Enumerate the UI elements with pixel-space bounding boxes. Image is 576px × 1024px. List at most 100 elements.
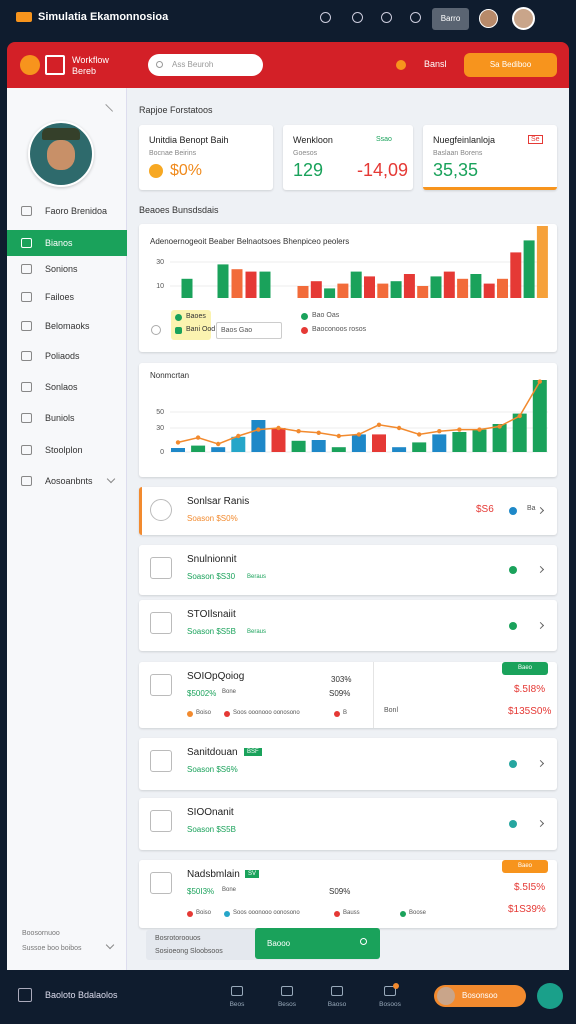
list-sub: $50I3%	[187, 887, 215, 896]
card	[139, 600, 557, 651]
menu-icon	[21, 445, 32, 455]
menu-item[interactable]: Failoes	[45, 292, 75, 302]
list-title[interactable]: Snulnionnit	[187, 554, 237, 565]
legend-label: B	[343, 710, 348, 716]
search-icon	[156, 61, 163, 68]
profile-hat	[42, 128, 80, 140]
fab[interactable]	[537, 983, 563, 1009]
list-pct: 303%	[331, 675, 352, 684]
card-subtitle: Baslaan Borens	[433, 150, 483, 157]
legend-swatch	[187, 711, 193, 717]
nav-icon[interactable]	[331, 986, 343, 996]
list-sub: Soason $S5B	[187, 825, 236, 834]
list-note: Bone	[222, 887, 237, 893]
header-link[interactable]: Bansl	[424, 59, 447, 69]
menu-icon	[21, 351, 32, 361]
logo-icon	[16, 12, 32, 22]
card-value: -14,09	[357, 160, 409, 180]
legend-label: Soos ooonooo oonosono	[233, 910, 300, 916]
legend-swatch	[224, 911, 230, 917]
card	[139, 860, 557, 928]
status-dot	[509, 760, 517, 768]
icon-button[interactable]	[352, 12, 363, 23]
brand: Simulatia Ekamonnosioa	[38, 11, 169, 23]
profile-face	[47, 140, 75, 170]
profile-avatar	[28, 121, 94, 187]
list-title[interactable]: STOIlsnaiit	[187, 609, 236, 620]
card-title: Nuegfeinlanloja	[433, 135, 496, 145]
legend-swatch	[334, 911, 340, 917]
legend-label: Soos ooonooo oonosono	[233, 710, 300, 716]
card	[139, 487, 557, 535]
menu-icon	[21, 264, 32, 274]
list-badge: BSF	[244, 748, 262, 756]
list-icon	[150, 810, 172, 832]
search-text: Sosioeong Sloobsoos	[155, 948, 223, 955]
nav-label[interactable]: Baoso	[327, 1001, 347, 1008]
legend-swatch	[187, 911, 193, 917]
list-badge: Baeo	[502, 860, 548, 873]
card	[139, 363, 557, 477]
list-title[interactable]: SOIOpQoiog	[187, 671, 245, 682]
card-subtitle: Bocnae Beirins	[149, 150, 197, 157]
menu-item[interactable]: Stoolplon	[45, 445, 83, 455]
header-logo	[20, 55, 40, 75]
nav-icon[interactable]	[281, 986, 293, 996]
top-button[interactable]: Barro	[432, 8, 469, 30]
icon-button[interactable]	[320, 12, 331, 23]
menu-icon	[21, 476, 32, 486]
menu-item[interactable]: Faoro Brenidoa	[45, 206, 108, 216]
legend-swatch	[224, 711, 230, 717]
bottom-button[interactable]: Bosonsoo	[434, 985, 526, 1007]
status-dot	[509, 820, 517, 828]
legend-label: Boose	[409, 910, 427, 916]
list-title[interactable]: Nadsbmlain	[187, 869, 240, 880]
menu-item[interactable]: Poliaods	[45, 351, 80, 361]
list-title[interactable]: Sonlsar Ranis	[187, 496, 250, 507]
legend-swatch	[175, 327, 182, 334]
search-icon	[360, 938, 367, 945]
menu-item[interactable]: Sonlaos	[45, 382, 78, 392]
bottom-avatar	[437, 987, 455, 1005]
nav-icon[interactable]	[231, 986, 243, 996]
card-badge: Ssao	[376, 136, 392, 143]
nav-label[interactable]: Besos	[277, 1001, 297, 1008]
list-note: Beraus	[247, 629, 267, 635]
list-label: Bonl	[384, 707, 399, 714]
menu-active	[7, 230, 127, 256]
menu-icon	[21, 292, 32, 302]
search-button[interactable]: Baooo	[255, 928, 380, 959]
avatar	[512, 7, 535, 30]
card-value: 129	[293, 160, 324, 180]
list-title[interactable]: SIOOnanit	[187, 807, 234, 818]
icon-button[interactable]	[381, 12, 392, 23]
header-button[interactable]: Sa Bediboo	[464, 53, 557, 77]
card-title: Unitdia Benopt Baih	[149, 135, 229, 145]
menu-item[interactable]: Bianos	[45, 238, 73, 248]
list-icon	[150, 612, 172, 634]
menu-item[interactable]: Sonions	[45, 264, 78, 274]
nav-label[interactable]: Bosoos	[379, 1001, 401, 1008]
list-pct: S09%	[329, 689, 351, 698]
list-note: Bone	[222, 689, 237, 695]
card	[139, 125, 273, 190]
list-badge: SV	[245, 870, 260, 878]
list-value: $.5I8%	[514, 684, 546, 695]
menu-item[interactable]: Belomaoks	[45, 321, 90, 331]
legend-icon	[151, 325, 161, 335]
section-title: Rapjoe Forstatoos	[139, 105, 213, 115]
status-dot	[509, 566, 517, 574]
search-input[interactable]: Ass Beuroh	[148, 54, 263, 76]
card	[139, 662, 557, 728]
bottom-title: Baoloto Bdalaolos	[45, 990, 118, 1000]
card-badge: Se	[528, 135, 543, 144]
icon-button[interactable]	[410, 12, 421, 23]
nav-label[interactable]: Beos	[229, 1001, 245, 1008]
menu-item[interactable]: Aosoanbnts	[45, 476, 93, 486]
legend-label: Bao Oas	[312, 312, 340, 319]
legend-label: Baoconoos rosos	[312, 326, 367, 333]
menu-item[interactable]: Buniols	[45, 413, 75, 423]
nav-icon[interactable]	[384, 986, 396, 996]
list-title[interactable]: Sanitdouan	[187, 747, 238, 758]
